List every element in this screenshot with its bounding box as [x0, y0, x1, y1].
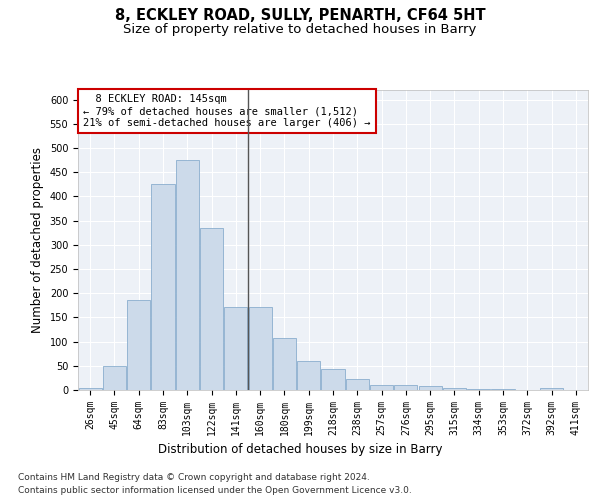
Text: Contains HM Land Registry data © Crown copyright and database right 2024.: Contains HM Land Registry data © Crown c… — [18, 472, 370, 482]
Bar — [419, 386, 442, 390]
Bar — [491, 389, 515, 390]
Bar — [467, 389, 490, 390]
Bar — [200, 228, 223, 390]
Text: Distribution of detached houses by size in Barry: Distribution of detached houses by size … — [158, 442, 442, 456]
Text: 8, ECKLEY ROAD, SULLY, PENARTH, CF64 5HT: 8, ECKLEY ROAD, SULLY, PENARTH, CF64 5HT — [115, 8, 485, 22]
Bar — [103, 366, 126, 390]
Text: 8 ECKLEY ROAD: 145sqm  
← 79% of detached houses are smaller (1,512)
21% of semi: 8 ECKLEY ROAD: 145sqm ← 79% of detached … — [83, 94, 371, 128]
Bar — [151, 184, 175, 390]
Bar — [346, 380, 369, 390]
Bar — [79, 388, 101, 390]
Bar — [297, 361, 320, 390]
Y-axis label: Number of detached properties: Number of detached properties — [31, 147, 44, 333]
Bar — [273, 338, 296, 390]
Bar — [127, 300, 150, 390]
Text: Size of property relative to detached houses in Barry: Size of property relative to detached ho… — [124, 22, 476, 36]
Bar — [394, 385, 418, 390]
Bar — [322, 368, 344, 390]
Bar — [370, 385, 393, 390]
Bar — [224, 307, 247, 390]
Bar — [248, 307, 272, 390]
Text: Contains public sector information licensed under the Open Government Licence v3: Contains public sector information licen… — [18, 486, 412, 495]
Bar — [443, 388, 466, 390]
Bar — [176, 160, 199, 390]
Bar — [540, 388, 563, 390]
